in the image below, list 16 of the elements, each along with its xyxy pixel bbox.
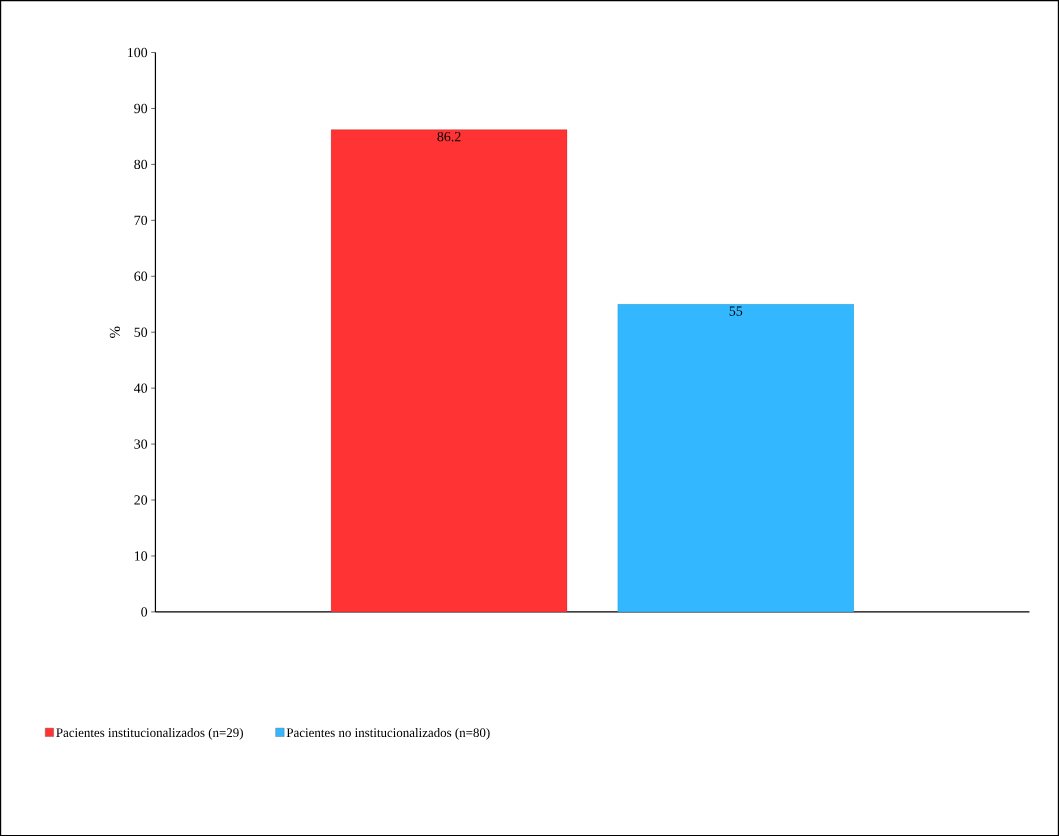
y-tick-label: 60 <box>134 271 148 281</box>
data-label: 55 <box>729 306 743 316</box>
y-tick-label: 10 <box>134 551 148 561</box>
y-tick-label: 80 <box>134 159 148 169</box>
y-tick-label: 50 <box>134 327 148 337</box>
y-tick-label: 40 <box>134 383 148 393</box>
legend-label: Pacientes no institucionalizados (n=80) <box>286 727 490 740</box>
y-tick-label: 90 <box>134 103 148 114</box>
legend-label: Pacientes institucionalizados (n=29) <box>56 727 243 740</box>
y-tick-label: 100 <box>127 47 148 58</box>
y-tick-label: 70 <box>134 215 148 225</box>
y-tick-label: 0 <box>141 607 148 617</box>
y-tick-label: 20 <box>134 495 148 505</box>
y-axis-title: % <box>109 326 120 338</box>
y-tick-label: 30 <box>134 439 148 449</box>
data-label: 86.2 <box>437 131 461 142</box>
